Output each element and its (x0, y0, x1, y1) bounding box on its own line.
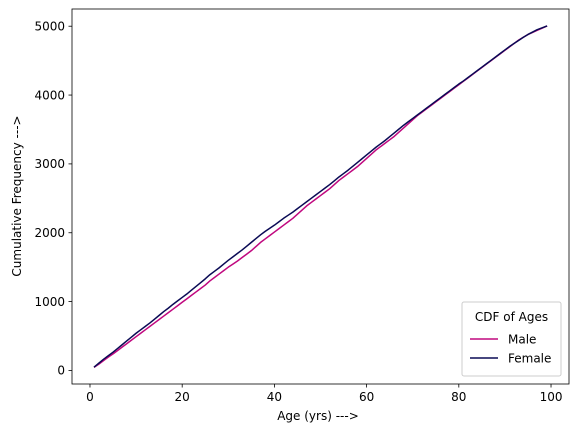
legend: CDF of Ages Male Female (461, 301, 562, 377)
y-tick-label: 1000 (34, 295, 65, 309)
x-tick-label: 20 (175, 390, 190, 404)
y-axis-label: Cumulative Frequency ---> (10, 115, 24, 276)
x-tick-label: 0 (86, 390, 94, 404)
x-tick-label: 40 (267, 390, 282, 404)
legend-label-female: Female (508, 352, 551, 366)
x-axis-label: Age (yrs) ---> (277, 409, 359, 423)
y-tick-label: 4000 (34, 88, 65, 102)
series-line-female (93, 25, 548, 368)
x-tick-label: 80 (451, 390, 466, 404)
series-layer (93, 25, 548, 369)
legend-title: CDF of Ages (475, 310, 548, 324)
y-tick-label: 5000 (34, 20, 65, 34)
plot-frame (71, 8, 570, 385)
y-tick-label: 0 (57, 364, 65, 378)
legend-label-male: Male (508, 333, 536, 347)
x-tick-label: 60 (359, 390, 374, 404)
y-tick-label: 3000 (34, 157, 65, 171)
x-tick-label: 100 (540, 390, 563, 404)
y-tick-label: 2000 (34, 226, 65, 240)
